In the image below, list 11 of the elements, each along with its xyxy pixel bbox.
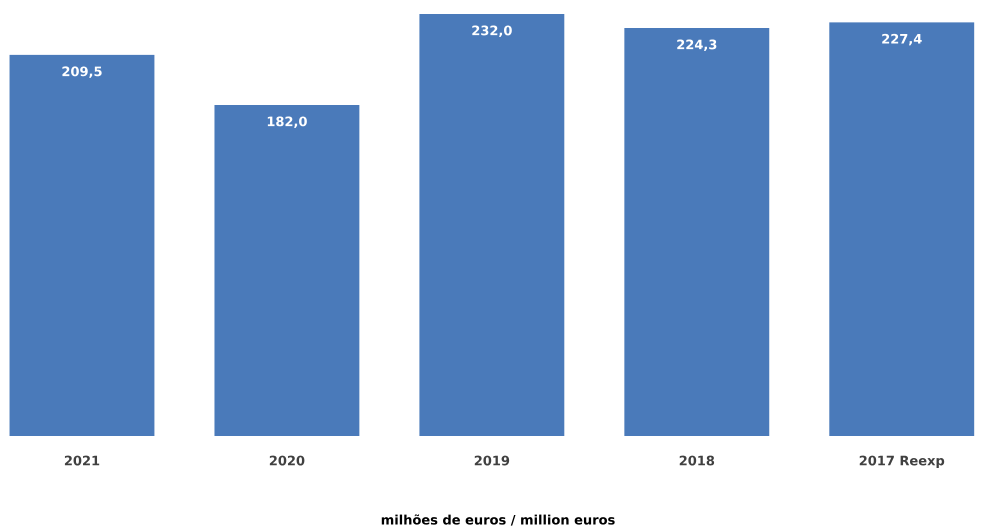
data-label: 227,4 [882,34,922,46]
x-tick-label: 2019 [474,456,510,466]
data-label: 209,5 [62,66,102,78]
data-label: 224,3 [677,40,716,52]
data-label: 232,0 [472,26,512,38]
x-tick-label: 2020 [270,456,304,466]
x-axis-title: milhões de euros / million euros [382,514,615,526]
x-tick-label: 2017 Reexp [860,456,944,468]
data-label: 182,0 [268,116,307,128]
x-tick-label: 2021 [64,456,100,466]
x-tick-label: 2018 [680,456,714,466]
